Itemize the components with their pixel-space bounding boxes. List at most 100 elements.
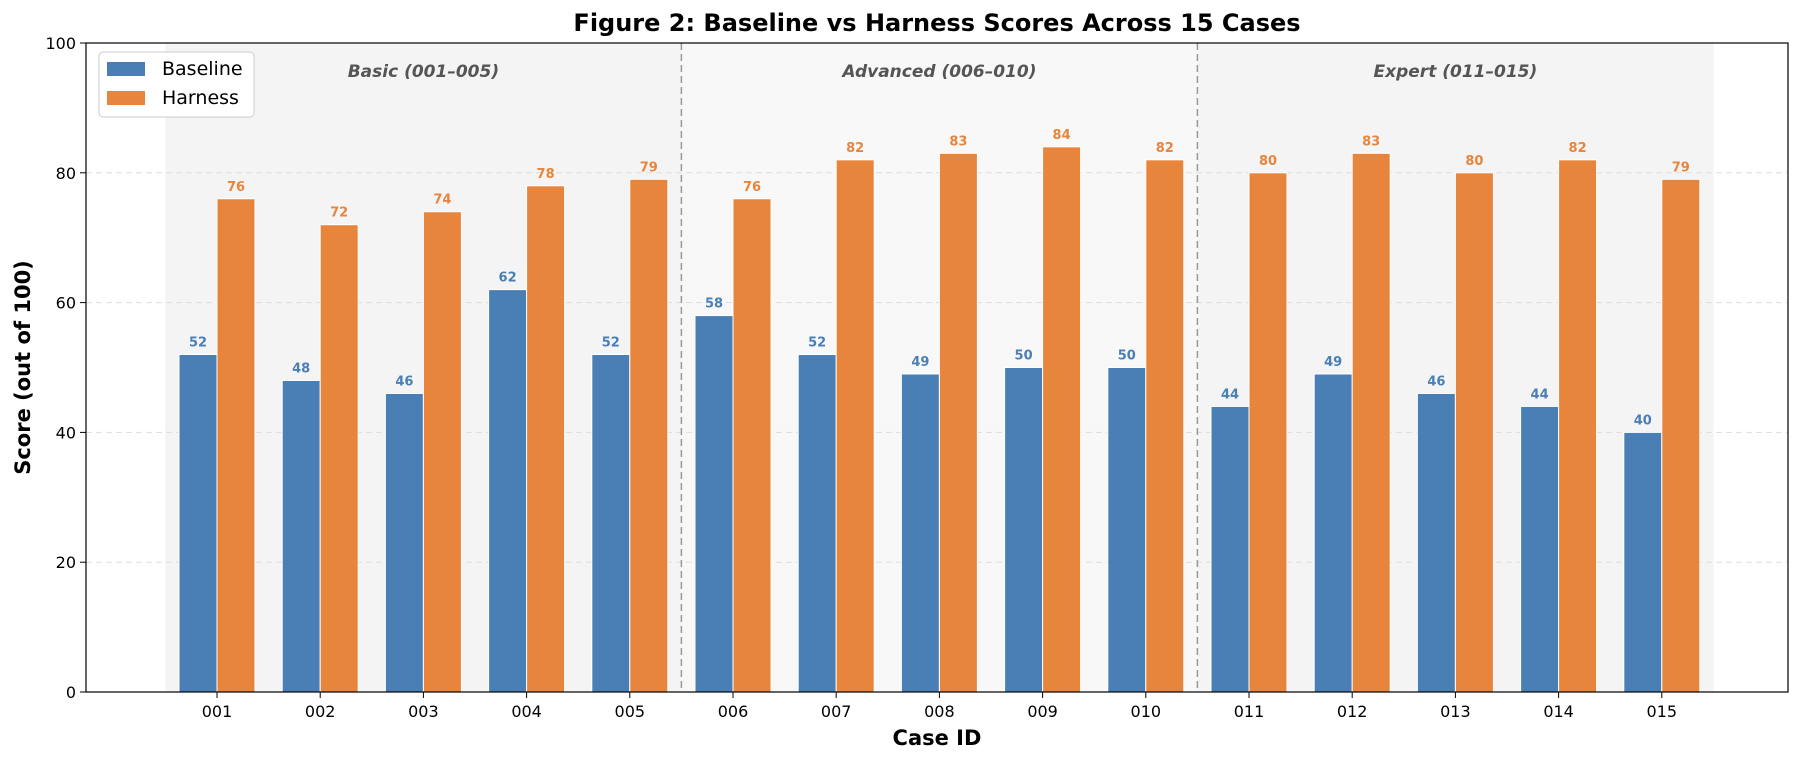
legend-swatch-baseline	[107, 62, 145, 76]
bar-value-label: 82	[846, 141, 864, 156]
bar-harness	[526, 185, 566, 693]
bar-baseline	[900, 373, 940, 693]
bar-value-label: 52	[808, 336, 826, 351]
bars	[178, 146, 1701, 693]
bar-harness	[1558, 159, 1598, 693]
group-separators	[680, 43, 1199, 692]
bar-value-label: 84	[1053, 128, 1071, 143]
bar-value-label: 50	[1015, 349, 1033, 364]
bar-value-label: 83	[949, 134, 967, 149]
bar-harness	[1351, 152, 1391, 693]
bar-baseline	[1004, 367, 1044, 693]
legend-swatch-harness	[107, 91, 145, 105]
y-axis-title: Score (out of 100)	[11, 260, 35, 475]
x-tick-label: 009	[1027, 702, 1058, 721]
x-tick-label: 014	[1543, 702, 1574, 721]
bar-baseline	[384, 392, 424, 693]
y-tick-label: 0	[66, 683, 76, 702]
bar-value-label: 58	[705, 297, 723, 312]
legend: Baseline Harness	[98, 51, 255, 118]
y-tick-label: 80	[56, 164, 76, 183]
bar-baseline	[281, 379, 321, 693]
bar-baseline	[694, 315, 734, 693]
x-tick-label: 003	[408, 702, 439, 721]
bar-value-label: 46	[395, 374, 413, 389]
bar-value-label: 80	[1259, 154, 1277, 169]
x-axis-ticks: 001 002 003 004 005 006 007 008 009 010 011 012 013 0…	[202, 692, 1677, 721]
bar-baseline	[178, 354, 218, 693]
x-tick-label: 001	[202, 702, 233, 721]
bar-value-label: 79	[1672, 160, 1690, 175]
bar-value-label: 74	[433, 193, 451, 208]
y-tick-label: 20	[56, 553, 76, 572]
bar-baseline	[1520, 405, 1560, 693]
bar-baseline	[591, 354, 631, 693]
bar-harness	[629, 178, 669, 693]
bar-harness	[938, 152, 978, 693]
bar-baseline	[1416, 392, 1456, 693]
x-tick-label: 006	[718, 702, 749, 721]
legend-label-harness: Harness	[162, 87, 239, 109]
x-tick-label: 004	[511, 702, 542, 721]
bar-value-label: 48	[292, 361, 310, 376]
x-tick-label: 008	[924, 702, 955, 721]
x-axis-title: Case ID	[893, 726, 982, 750]
x-tick-label: 010	[1131, 702, 1162, 721]
bar-harness	[1454, 172, 1494, 693]
bar-value-label: 72	[330, 206, 348, 221]
bar-value-label: 80	[1465, 154, 1483, 169]
bar-value-label: 82	[1569, 141, 1587, 156]
x-tick-label: 007	[821, 702, 852, 721]
bar-value-label: 49	[1324, 355, 1342, 370]
bar-value-label: 40	[1634, 413, 1652, 428]
bar-labels: 52 48 46 62 52 58 52 49 50 50 44 49 46 44 40 76 72 74 78 79…	[189, 128, 1690, 429]
chart-title: Figure 2: Baseline vs Harness Scores Acr…	[573, 9, 1300, 37]
bar-harness	[1042, 146, 1082, 693]
bar-value-label: 82	[1156, 141, 1174, 156]
group-labels: Basic (001–005) Advanced (006–010) Expert …	[348, 62, 1538, 82]
y-axis-ticks: 0 20 40 60 80 100	[45, 34, 86, 702]
y-tick-label: 100	[45, 34, 76, 53]
bar-value-label: 76	[743, 180, 761, 195]
x-tick-label: 011	[1234, 702, 1265, 721]
bar-value-label: 52	[189, 336, 207, 351]
bar-baseline	[488, 289, 528, 693]
plot-frame	[85, 42, 1789, 693]
bar-value-label: 83	[1362, 134, 1380, 149]
bar-value-label: 76	[227, 180, 245, 195]
bar-harness	[732, 198, 772, 693]
bar-value-label: 62	[499, 271, 517, 286]
group-label: Basic (001–005)	[348, 62, 499, 82]
group-label: Expert (011–015)	[1374, 62, 1538, 82]
bar-value-label: 52	[602, 336, 620, 351]
bar-baseline	[1107, 367, 1147, 693]
x-tick-label: 002	[305, 702, 336, 721]
bar-value-label: 79	[640, 160, 658, 175]
bar-value-label: 44	[1221, 387, 1239, 402]
x-tick-label: 012	[1337, 702, 1368, 721]
bar-harness	[319, 224, 359, 693]
bar-harness	[1145, 159, 1185, 693]
x-tick-label: 013	[1440, 702, 1471, 721]
y-tick-label: 40	[56, 423, 76, 442]
bar-value-label: 49	[911, 355, 929, 370]
group-label: Advanced (006–010)	[840, 62, 1036, 82]
bar-harness	[835, 159, 875, 693]
bar-harness	[1248, 172, 1288, 693]
bar-baseline	[1623, 431, 1663, 693]
bar-value-label: 78	[537, 167, 555, 182]
bar-harness	[422, 211, 462, 693]
bar-value-label: 50	[1118, 349, 1136, 364]
bar-harness	[216, 198, 256, 693]
bar-value-label: 44	[1531, 387, 1549, 402]
legend-label-baseline: Baseline	[162, 58, 243, 80]
x-tick-label: 015	[1647, 702, 1678, 721]
bar-baseline	[797, 354, 837, 693]
bar-harness	[1661, 178, 1701, 693]
bar-baseline	[1210, 405, 1250, 693]
bar-baseline	[1313, 373, 1353, 693]
x-tick-label: 005	[615, 702, 646, 721]
bar-value-label: 46	[1427, 374, 1445, 389]
